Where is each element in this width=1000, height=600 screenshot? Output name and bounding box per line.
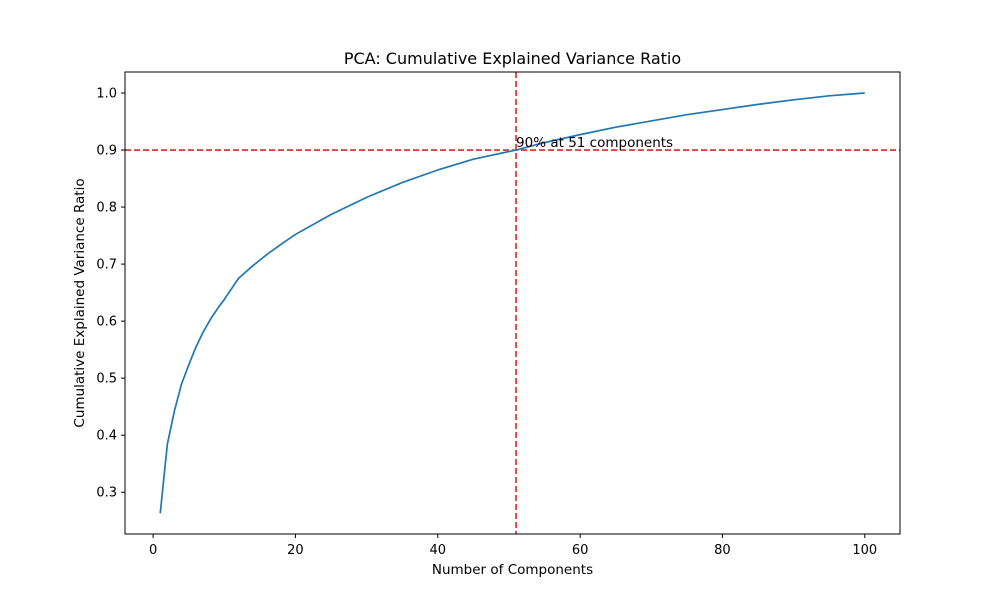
y-tick-label: 0.8 (96, 201, 117, 216)
x-tick-label: 20 (287, 543, 304, 558)
chart-title: PCA: Cumulative Explained Variance Ratio (344, 49, 681, 68)
plot-frame (124, 71, 901, 535)
y-tick-label: 0.4 (96, 429, 117, 444)
y-axis-ticks: 0.3 0.4 0.5 0.6 0.7 0.8 0.9 1.0 (96, 86, 125, 501)
y-tick-label: 0.7 (96, 258, 117, 273)
x-tick-label: 60 (572, 543, 589, 558)
y-tick-label: 0.6 (96, 315, 117, 330)
x-axis-ticks: 0 20 40 60 80 100 (149, 534, 877, 558)
y-tick-label: 1.0 (96, 86, 117, 101)
y-tick-label: 0.5 (96, 372, 117, 387)
annotation-label: 90% at 51 components (516, 135, 673, 151)
series-layer (159, 92, 865, 514)
plot-area (125, 72, 900, 534)
x-axis-label: Number of Components (432, 562, 593, 578)
cumulative-variance-line (159, 92, 865, 514)
annotations: 90% at 51 components (516, 135, 673, 151)
y-axis-label: Cumulative Explained Variance Ratio (72, 178, 88, 427)
y-tick-label: 0.9 (96, 144, 117, 159)
x-tick-label: 100 (852, 543, 877, 558)
y-tick-label: 0.3 (96, 486, 117, 501)
x-tick-label: 80 (714, 543, 731, 558)
x-tick-label: 0 (149, 543, 157, 558)
x-tick-label: 40 (430, 543, 447, 558)
